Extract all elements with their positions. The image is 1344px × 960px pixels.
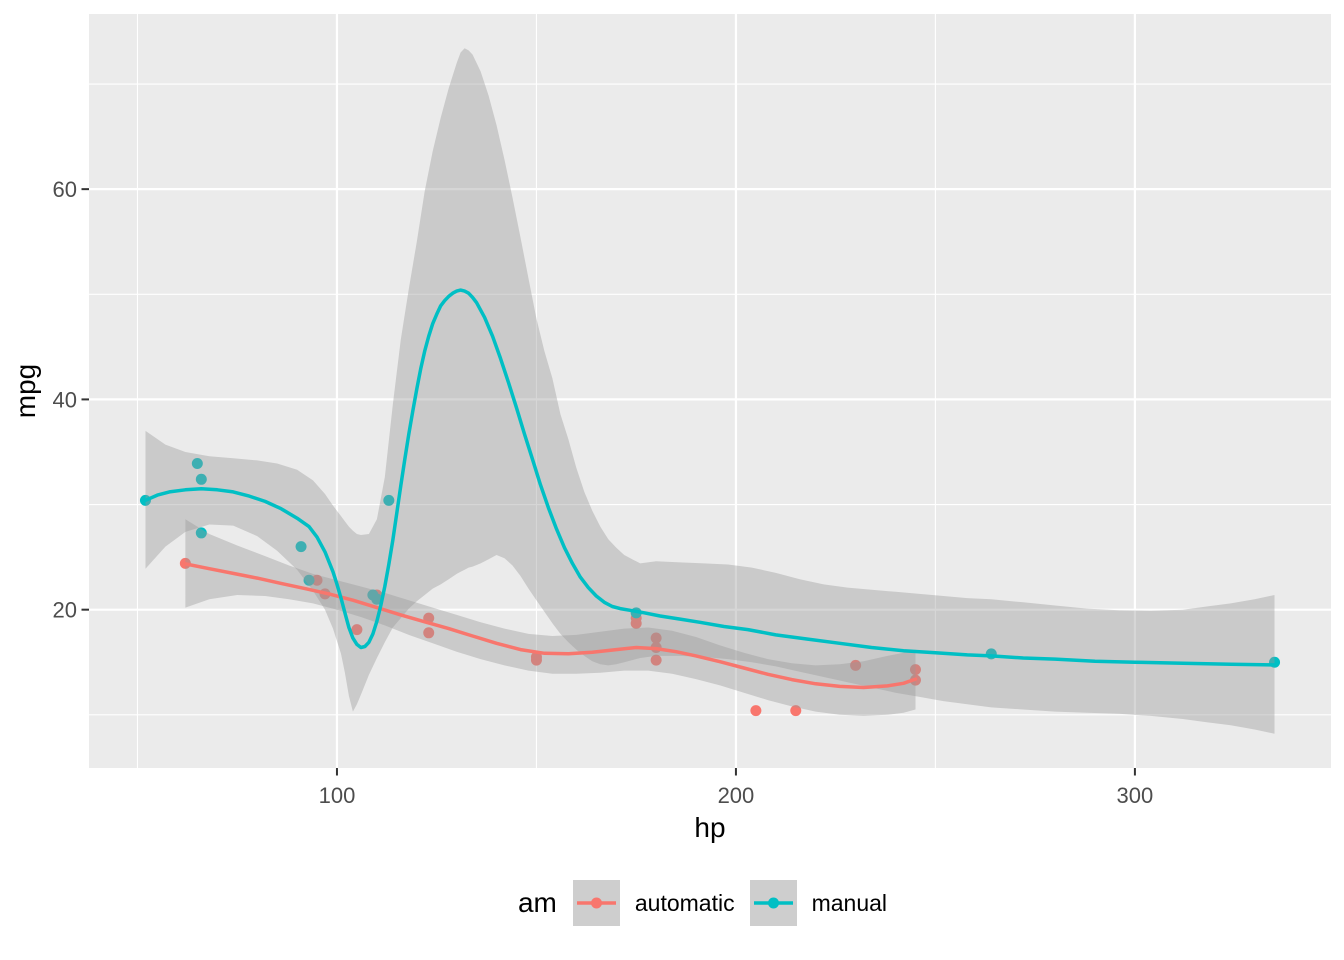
data-point [351,624,363,636]
data-point [383,494,395,506]
gridlines [89,14,1331,768]
smooth-line-manual [143,288,1277,667]
smooth-line-key-icon [576,897,616,909]
legend-label-automatic: automatic [634,889,735,916]
legend-title: am [517,887,557,918]
plot-panel [89,14,1331,768]
geoms [139,48,1281,734]
tick-labels: 100 200 300 20 40 60 [53,177,1154,808]
smooth-line-automatic [183,562,918,690]
y-tick-label: 60 [53,177,77,202]
data-point [909,664,921,676]
legend-key-manual [749,880,797,926]
data-point [195,527,207,539]
data-point [311,574,323,586]
data-point [750,705,762,717]
x-tick-label: 200 [718,783,755,808]
legend-label-manual: manual [811,889,888,916]
data-point [850,659,862,671]
data-point [650,632,662,644]
legend-item-manual: manual [749,880,888,926]
y-tick-label: 20 [53,598,77,623]
legend-item-automatic: automatic [572,880,735,926]
x-axis-title: hp [694,812,726,843]
data-point [295,541,307,553]
x-tick-label: 300 [1117,783,1154,808]
confidence-ribbon-manual [145,48,1275,734]
y-tick-label: 40 [53,387,77,412]
legend-key-automatic [572,880,620,926]
data-point [303,574,315,586]
data-point [367,589,379,601]
data-point [195,473,207,485]
data-point [530,654,542,666]
legend: am automatic manual [89,880,1331,926]
data-point [790,705,802,717]
data-point [191,458,203,470]
data-point [423,627,435,639]
tick-marks [81,188,1136,776]
y-axis-title: mpg [10,363,41,419]
data-point [650,654,662,666]
smooth-line-key-icon [753,897,793,909]
x-tick-label: 100 [319,783,356,808]
